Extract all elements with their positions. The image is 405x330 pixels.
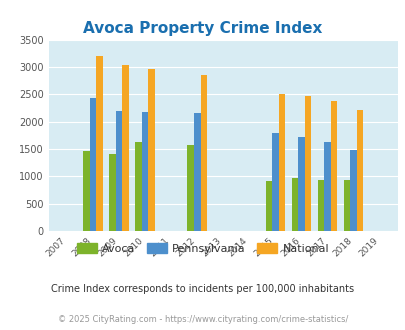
Bar [304,96,311,231]
Bar [187,145,194,231]
Bar [135,143,141,231]
Bar [265,181,271,231]
Bar [343,180,350,231]
Bar [278,94,284,231]
Text: Crime Index corresponds to incidents per 100,000 inhabitants: Crime Index corresponds to incidents per… [51,284,354,294]
Bar [200,75,207,231]
Text: Avoca Property Crime Index: Avoca Property Crime Index [83,21,322,36]
Bar [291,178,298,231]
Bar [330,101,337,231]
Text: © 2025 CityRating.com - https://www.cityrating.com/crime-statistics/: © 2025 CityRating.com - https://www.city… [58,315,347,324]
Bar [324,142,330,231]
Bar [194,114,200,231]
Bar [141,112,148,231]
Bar [148,69,155,231]
Bar [83,150,90,231]
Bar [356,110,362,231]
Bar [90,98,96,231]
Bar [317,180,324,231]
Bar [271,133,278,231]
Bar [115,111,122,231]
Bar [96,56,102,231]
Bar [109,154,115,231]
Bar [350,149,356,231]
Legend: Avoca, Pennsylvania, National: Avoca, Pennsylvania, National [72,239,333,258]
Bar [122,65,128,231]
Bar [298,137,304,231]
